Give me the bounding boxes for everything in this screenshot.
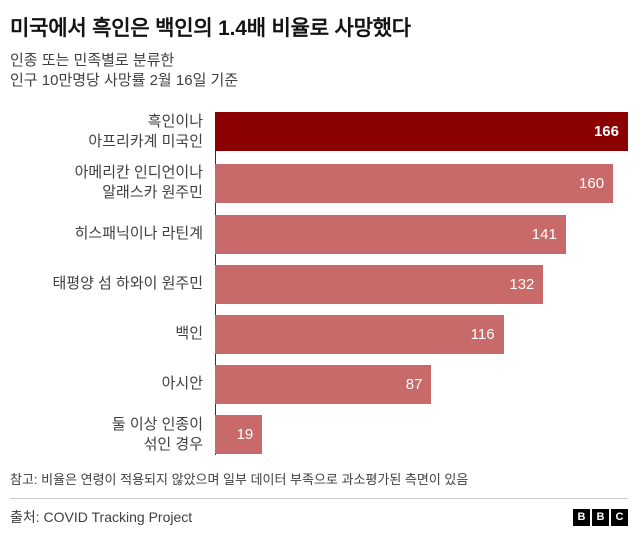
subtitle-line-1: 인종 또는 민족별로 분류한 [10, 52, 175, 69]
bar-row: 아시안 87 [10, 364, 628, 404]
bar-track: 160 [215, 163, 628, 203]
bar: 132 [215, 264, 544, 304]
bar: 19 [215, 415, 263, 455]
category-label: 아시안 [161, 374, 203, 392]
bar-chart-rows: 흑인이나 아프리카계 미국인 166 아메리칸 인디언이나 알래스카 원주민 160 히스패… [10, 112, 628, 456]
bar-track: 166 [215, 112, 628, 152]
bbc-logo-letter: B [573, 508, 590, 526]
value-label: 160 [579, 174, 605, 192]
chart-title: 미국에서 흑인은 백인의 1.4배 비율로 사망했다 [10, 17, 411, 40]
bar-row: 흑인이나 아프리카계 미국인 166 [10, 112, 628, 153]
bar: 141 [215, 214, 566, 254]
category-label: 둘 이상 인종이 섞인 경우 [111, 415, 203, 453]
category-label: 백인 [175, 324, 203, 342]
bar-row: 아메리칸 인디언이나 알래스카 원주민 160 [10, 163, 628, 204]
bar: 87 [215, 364, 432, 404]
bbc-logo-letter: B [592, 508, 609, 526]
bar-track: 87 [215, 364, 628, 404]
source-label: 출처: COVID Tracking Project [10, 509, 193, 525]
bbc-logo-letter: C [611, 508, 628, 526]
footnote: 참고: 비율은 연령이 적용되지 않았으며 일부 데이터 부족으로 과소평가된 … [10, 472, 469, 487]
bar: 160 [215, 163, 614, 203]
value-label: 19 [236, 426, 254, 444]
category-label: 아메리칸 인디언이나 알래스카 원주민 [74, 164, 203, 202]
bar: 166 [215, 112, 628, 152]
source-row: 출처: COVID Tracking Project B B C [10, 507, 628, 527]
bar-row: 히스패닉이나 라틴계 141 [10, 214, 628, 254]
value-label: 116 [470, 325, 495, 343]
bar: 116 [215, 314, 504, 354]
value-label: 87 [405, 375, 423, 393]
value-label: 166 [593, 123, 619, 141]
bar-track: 116 [215, 314, 628, 354]
bar-row: 태평양 섬 하와이 원주민 132 [10, 264, 628, 304]
chart-subtitle: 인종 또는 민족별로 분류한 인구 10만명당 사망률 2월 16일 기준 [10, 51, 628, 92]
value-label: 132 [509, 275, 535, 293]
bar-track: 19 [215, 415, 628, 455]
bbc-logo: B B C [573, 508, 628, 526]
bar-track: 132 [215, 264, 628, 304]
bar-chart: 흑인이나 아프리카계 미국인 166 아메리칸 인디언이나 알래스카 원주민 160 히스패… [10, 111, 628, 456]
bar-row: 백인 116 [10, 314, 628, 354]
category-label: 흑인이나 아프리카계 미국인 [88, 112, 203, 150]
value-label: 141 [531, 225, 557, 243]
category-label: 히스패닉이나 라틴계 [74, 224, 203, 242]
subtitle-line-2: 인구 10만명당 사망률 2월 16일 기준 [10, 72, 239, 90]
divider [10, 498, 628, 499]
category-label: 태평양 섬 하와이 원주민 [52, 274, 203, 292]
bar-row: 둘 이상 인종이 섞인 경우 19 [10, 415, 628, 456]
bar-track: 141 [215, 214, 628, 254]
page: 미국에서 흑인은 백인의 1.4배 비율로 사망했다 인종 또는 민족별로 분류… [10, 17, 628, 527]
